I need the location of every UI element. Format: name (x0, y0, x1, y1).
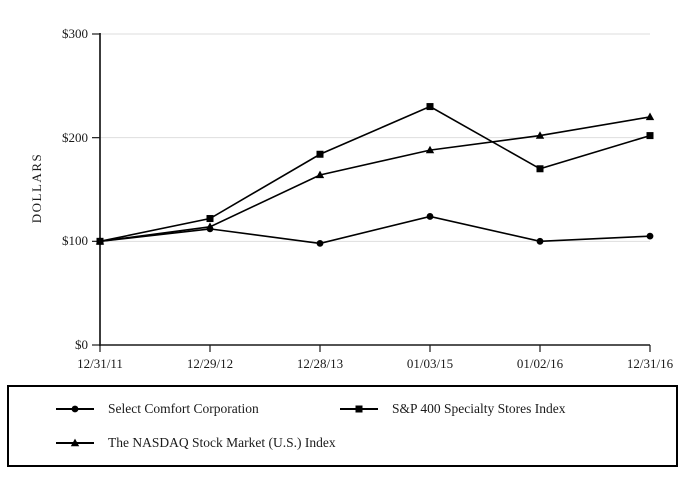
y-tick-label-200: $200 (62, 129, 88, 145)
legend-item-sp400: S&P 400 Specialty Stores Index (340, 400, 566, 418)
legend-item-label: Select Comfort Corporation (108, 401, 259, 416)
square-marker-icon (340, 405, 378, 413)
y-tick-label-300: $300 (62, 26, 88, 41)
x-tick-label-1: 12/29/12 (186, 356, 234, 371)
legend-item-label: The NASDAQ Stock Market (U.S.) Index (108, 435, 336, 450)
x-tick-label-4: 01/02/16 (516, 356, 564, 371)
x-tick-label-0: 12/31/11 (77, 356, 123, 371)
circle-marker-icon (56, 405, 94, 413)
legend-item-nasdaq: The NASDAQ Stock Market (U.S.) Index (56, 434, 336, 452)
legend-box: Select Comfort Corporation S&P 400 Speci… (7, 385, 678, 467)
x-tick-label-2: 12/28/13 (296, 356, 344, 371)
y-tick-label-0: $0 (75, 337, 88, 352)
x-tick-label-3: 01/03/15 (406, 356, 454, 371)
y-tick-label-100: $100 (62, 233, 88, 249)
triangle-marker-icon (56, 438, 94, 447)
legend-item-select-comfort: Select Comfort Corporation (56, 400, 259, 418)
x-tick-label-5: 12/31/16 (626, 356, 674, 371)
plot-svg (92, 33, 655, 352)
y-axis-title: DOLLARS (29, 152, 44, 224)
legend-item-label: S&P 400 Specialty Stores Index (392, 401, 566, 416)
